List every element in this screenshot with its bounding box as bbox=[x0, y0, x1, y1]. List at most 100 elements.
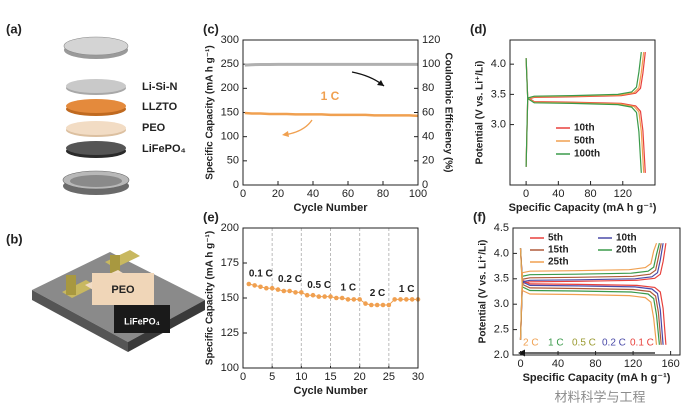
y-tick-label: 150 bbox=[221, 106, 239, 118]
data-point bbox=[328, 294, 333, 299]
data-point bbox=[339, 295, 345, 301]
can-inner bbox=[70, 175, 122, 187]
data-point bbox=[316, 294, 322, 299]
plot-frame bbox=[242, 39, 419, 186]
y-tick-label: 150 bbox=[221, 292, 239, 304]
y-tick-label: 2.5 bbox=[494, 324, 509, 336]
data-point bbox=[252, 283, 257, 288]
rate-label: 2 C bbox=[523, 338, 539, 349]
curve bbox=[519, 243, 664, 345]
data-point bbox=[246, 281, 252, 287]
x-tick-label: 80 bbox=[584, 188, 596, 200]
data-point bbox=[293, 290, 298, 295]
curve bbox=[519, 243, 660, 345]
y-axis-title: Potential (V vs. Li⁺/Li) bbox=[475, 61, 486, 165]
legend-label: 100th bbox=[574, 149, 600, 160]
y2-tick-label: 60 bbox=[422, 106, 434, 118]
x-tick-label: 5 bbox=[269, 371, 275, 383]
y-tick-label: 3.0 bbox=[491, 118, 506, 130]
x-tick-label: 0 bbox=[240, 188, 246, 200]
y-axis-title: Specific Capacity (mA h g⁻¹) bbox=[205, 45, 216, 179]
data-point bbox=[258, 284, 263, 290]
plot-frame bbox=[512, 227, 681, 356]
panel-label: (b) bbox=[6, 231, 23, 246]
data-point bbox=[409, 297, 415, 302]
y2-axis-title: Coulombic Efficiency (%) bbox=[442, 52, 453, 172]
annotation: 0.1 C bbox=[249, 269, 273, 280]
legend-label: 5th bbox=[548, 233, 563, 244]
data-point bbox=[363, 301, 368, 306]
panel-label: (c) bbox=[203, 21, 219, 36]
y2-tick-label: 80 bbox=[422, 82, 434, 94]
data-point bbox=[264, 285, 269, 291]
lifepo4-block bbox=[114, 305, 170, 333]
rate-label: 0.1 C bbox=[630, 338, 654, 349]
panel-label: (e) bbox=[203, 209, 219, 224]
curve bbox=[519, 242, 658, 345]
legend-label: 20th bbox=[616, 245, 637, 256]
data-point bbox=[351, 297, 357, 302]
layer-label: LiFePO₄ bbox=[124, 316, 160, 326]
y-tick-label: 0 bbox=[233, 179, 239, 191]
y-tick-label: 300 bbox=[221, 34, 239, 46]
x-tick-label: 100 bbox=[409, 188, 427, 200]
y-tick-label: 200 bbox=[221, 82, 239, 94]
x-tick-label: 120 bbox=[624, 358, 642, 370]
lifepo4-disk-top bbox=[66, 141, 126, 155]
layer-label: Li-Si-N bbox=[142, 81, 177, 93]
annotation: 1 C bbox=[399, 284, 415, 295]
annotation: 0.2 C bbox=[278, 274, 302, 285]
data-line bbox=[244, 62, 418, 67]
x-tick-label: 80 bbox=[589, 358, 601, 370]
y-tick-label: 100 bbox=[221, 362, 239, 374]
data-point bbox=[304, 292, 310, 298]
y-axis-title: Specific Capacity (mA h g⁻¹) bbox=[205, 231, 216, 365]
x-tick-label: 10 bbox=[295, 371, 307, 383]
x-axis-title: Specific Capacity (mA h g⁻¹) bbox=[509, 202, 657, 214]
y-axis-title: Potential (V vs. Li⁺/Li) bbox=[478, 240, 489, 344]
y2-tick-label: 0 bbox=[422, 179, 428, 191]
x-axis-title: Cycle Number bbox=[294, 202, 369, 214]
y-tick-label: 100 bbox=[221, 131, 239, 143]
x-tick-label: 30 bbox=[412, 371, 424, 383]
x-tick-label: 15 bbox=[324, 371, 336, 383]
x-tick-label: 60 bbox=[342, 188, 354, 200]
data-point bbox=[281, 288, 287, 294]
data-point bbox=[322, 294, 327, 299]
li-si-n-disk-top bbox=[66, 79, 126, 93]
data-point bbox=[369, 302, 374, 308]
x-tick-label: 80 bbox=[377, 188, 389, 200]
x-axis-title: Specific Capacity (mA h g⁻¹) bbox=[523, 372, 671, 384]
data-line bbox=[244, 111, 419, 118]
data-point bbox=[404, 297, 409, 302]
y-tick-label: 250 bbox=[221, 58, 239, 70]
layer-label: PEO bbox=[142, 122, 166, 134]
legend-label: 10th bbox=[616, 233, 637, 244]
annotation: 1 C bbox=[341, 283, 357, 294]
data-point bbox=[310, 292, 316, 298]
y-tick-label: 4.0 bbox=[491, 58, 506, 70]
x-tick-label: 25 bbox=[383, 371, 395, 383]
y2-tick-label: 40 bbox=[422, 131, 434, 143]
peo-disk-top bbox=[66, 121, 126, 135]
data-point bbox=[386, 302, 392, 308]
y-tick-label: 175 bbox=[221, 257, 239, 269]
y-tick-label: 50 bbox=[227, 155, 239, 167]
data-point bbox=[398, 297, 403, 302]
x-axis-title: Cycle Number bbox=[294, 385, 369, 397]
layer-label: LiFePO₄ bbox=[142, 143, 186, 155]
legend-label: 15th bbox=[548, 245, 569, 256]
layer-label: PEO bbox=[111, 284, 135, 296]
rate-label: 0.2 C bbox=[602, 338, 626, 349]
y2-tick-label: 120 bbox=[422, 34, 440, 46]
planar-cell-schematic: (b) PEO LiFePO₄ bbox=[6, 231, 205, 352]
x-tick-label: 20 bbox=[272, 188, 284, 200]
data-point bbox=[275, 287, 281, 292]
x-tick-label: 40 bbox=[552, 188, 564, 200]
llzto-disk-top bbox=[66, 99, 126, 113]
curve bbox=[519, 243, 662, 345]
data-point bbox=[334, 295, 339, 301]
annotation: 0.5 C bbox=[307, 280, 331, 291]
y2-tick-label: 20 bbox=[422, 155, 434, 167]
